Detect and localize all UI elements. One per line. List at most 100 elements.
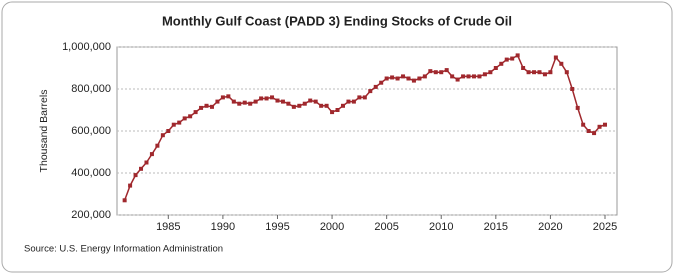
data-point (581, 122, 586, 127)
data-point (384, 76, 389, 81)
data-point (231, 99, 236, 104)
data-point (215, 99, 220, 104)
data-point (559, 61, 564, 66)
data-point (461, 74, 466, 79)
data-point (280, 99, 285, 104)
data-point (548, 70, 553, 75)
data-point (324, 103, 329, 108)
data-point (411, 78, 416, 83)
data-point (275, 98, 280, 103)
data-point (193, 110, 198, 115)
x-tick-label: 2015 (484, 221, 508, 233)
data-point (433, 70, 438, 75)
data-point (373, 84, 378, 89)
data-point (553, 55, 558, 60)
data-point (499, 61, 504, 66)
data-point (428, 69, 433, 74)
data-point (521, 66, 526, 70)
data-point (368, 89, 373, 94)
data-point (455, 77, 460, 82)
data-point (422, 74, 427, 79)
data-point (564, 70, 569, 75)
data-point (526, 70, 531, 75)
data-point (330, 110, 335, 115)
data-point (504, 57, 509, 62)
data-point (532, 70, 537, 75)
data-point (482, 72, 487, 77)
data-point (182, 116, 187, 121)
data-point (346, 99, 351, 104)
data-point (259, 96, 264, 101)
data-point (264, 96, 269, 101)
y-tick-label: 800,000 (71, 83, 111, 95)
data-point (237, 101, 242, 106)
data-point (149, 152, 154, 157)
data-point (160, 133, 165, 138)
data-point (597, 124, 602, 129)
data-point (177, 120, 182, 125)
chart-title: Monthly Gulf Coast (PADD 3) Ending Stock… (162, 13, 512, 28)
data-point (395, 76, 400, 81)
data-point (291, 104, 296, 109)
data-point (351, 99, 356, 104)
data-point (220, 95, 225, 100)
y-tick-label: 600,000 (71, 125, 111, 137)
data-point (362, 95, 367, 100)
x-tick-label: 2025 (593, 221, 617, 233)
data-point (390, 75, 395, 80)
data-point (209, 104, 214, 109)
data-point (602, 122, 607, 127)
data-point (357, 95, 362, 100)
data-point (286, 101, 291, 106)
data-point (128, 183, 133, 188)
data-point (122, 198, 127, 203)
x-tick-label: 1990 (211, 221, 235, 233)
data-point (319, 103, 324, 108)
x-tick-label: 1995 (265, 221, 289, 233)
data-point (253, 99, 258, 104)
data-point (270, 95, 275, 100)
data-point (171, 122, 176, 127)
data-point (302, 101, 307, 106)
x-tick-label: 2000 (320, 221, 344, 233)
data-point (417, 76, 422, 81)
data-point (199, 105, 204, 110)
data-point (542, 72, 547, 77)
data-point (537, 70, 542, 75)
data-point (313, 99, 318, 104)
data-point (510, 56, 515, 61)
data-point (570, 87, 575, 91)
y-tick-label: 400,000 (71, 167, 111, 179)
data-point (575, 105, 580, 110)
data-point (488, 70, 493, 75)
data-point (406, 76, 411, 81)
data-point (166, 129, 171, 133)
data-point (155, 143, 160, 148)
y-tick-label: 200,000 (71, 209, 111, 221)
x-tick-label: 1985 (156, 221, 180, 233)
data-point (450, 74, 455, 79)
data-point (466, 74, 471, 79)
data-point (188, 114, 193, 119)
data-point (439, 70, 444, 75)
data-point (144, 160, 149, 165)
x-tick-label: 2010 (429, 221, 453, 233)
data-point (493, 66, 498, 70)
y-tick-label: 1,000,000 (62, 41, 111, 53)
x-tick-label: 2005 (374, 221, 398, 233)
data-point (340, 103, 345, 108)
source: Source: U.S. Energy Information Administ… (24, 244, 223, 255)
data-point (297, 103, 302, 108)
data-point (471, 74, 476, 79)
data-point (226, 94, 231, 99)
data-point (242, 100, 247, 105)
data-point (133, 173, 138, 178)
data-point (477, 74, 482, 79)
data-point (308, 98, 313, 103)
data-point (586, 129, 591, 133)
x-tick-label: 2020 (538, 221, 562, 233)
data-point (204, 103, 209, 108)
data-point (401, 74, 406, 79)
data-point (444, 68, 449, 73)
